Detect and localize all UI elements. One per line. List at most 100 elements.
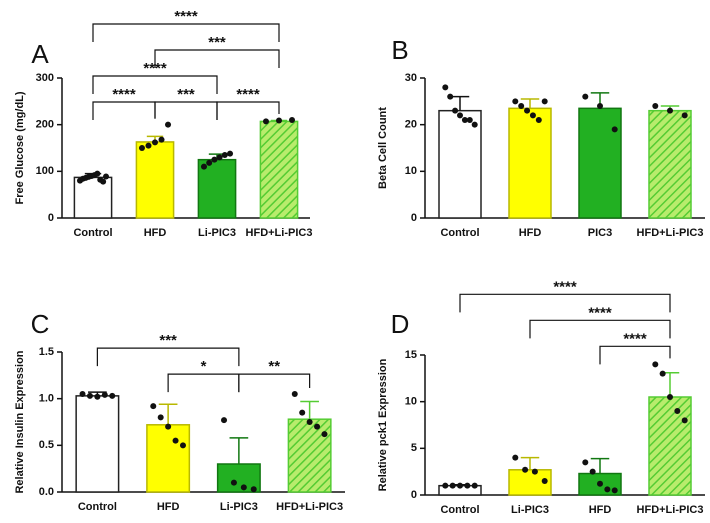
- data-point: [604, 486, 611, 493]
- significance-label: ***: [208, 34, 226, 51]
- data-point: [109, 392, 116, 399]
- data-point: [471, 121, 478, 128]
- data-point: [471, 482, 478, 489]
- significance-bracket: [216, 101, 280, 120]
- significance-label: ****: [588, 304, 612, 321]
- data-point: [172, 437, 179, 444]
- data-point: [447, 93, 454, 100]
- y-tick-label: 20: [405, 119, 417, 131]
- data-point: [464, 482, 471, 489]
- y-tick-label: 1.5: [39, 346, 54, 358]
- data-point: [79, 391, 86, 397]
- bar: [287, 418, 332, 493]
- x-tick-label: Li-PIC3: [198, 227, 236, 239]
- x-tick-label: Control: [440, 504, 479, 516]
- significance-bracket: [92, 75, 218, 94]
- data-point: [216, 154, 223, 161]
- y-tick-label: 100: [36, 165, 54, 177]
- y-tick-label: 10: [405, 396, 417, 408]
- data-point: [531, 468, 538, 475]
- data-point: [276, 117, 282, 124]
- significance-bracket: [154, 101, 218, 120]
- x-tick-label: Control: [78, 501, 117, 513]
- data-point: [461, 117, 468, 123]
- data-point: [211, 156, 218, 163]
- data-point: [674, 408, 681, 414]
- data-point: [221, 417, 228, 424]
- y-tick-label: 300: [36, 72, 54, 84]
- data-point: [611, 126, 618, 133]
- bar: [259, 120, 299, 219]
- significance-bracket: [459, 293, 671, 313]
- significance-bracket: [599, 345, 671, 365]
- data-point: [529, 112, 536, 119]
- significance-label: ****: [236, 86, 260, 103]
- panel-label: A: [31, 39, 49, 69]
- x-tick-label: HFD+Li-PIC3: [246, 227, 313, 239]
- x-tick-label: HFD: [144, 227, 167, 239]
- data-point: [457, 112, 463, 119]
- data-point: [138, 145, 145, 151]
- x-tick-label: HFD: [589, 504, 612, 516]
- data-point: [289, 117, 296, 123]
- data-point: [449, 482, 456, 489]
- bar: [135, 141, 175, 219]
- x-tick-label: HFD+Li-PIC3: [637, 504, 704, 516]
- data-point: [306, 419, 313, 425]
- data-point: [589, 468, 596, 475]
- data-point: [150, 403, 157, 410]
- data-point: [230, 479, 237, 486]
- bar: [75, 395, 120, 493]
- data-point: [597, 103, 603, 109]
- significance-bracket: [92, 101, 156, 120]
- significance-label: *: [201, 358, 207, 375]
- significance-label: ****: [553, 278, 577, 295]
- data-point: [321, 431, 328, 438]
- data-point: [299, 409, 306, 416]
- x-tick-label: HFD: [157, 501, 180, 513]
- y-tick-label: 0.5: [39, 439, 54, 451]
- y-tick-label: 10: [405, 165, 417, 177]
- data-point: [652, 361, 659, 368]
- significance-label: ***: [159, 332, 177, 349]
- data-point: [103, 173, 110, 180]
- x-tick-label: HFD: [519, 227, 542, 239]
- significance-bracket: [238, 373, 311, 393]
- data-point: [240, 484, 247, 491]
- data-point: [165, 121, 172, 128]
- x-tick-label: HFD+Li-PIC3: [276, 501, 343, 513]
- y-tick-label: 1.0: [39, 393, 54, 405]
- data-point: [101, 391, 108, 398]
- data-point: [206, 159, 213, 166]
- significance-label: ****: [174, 8, 198, 25]
- data-point: [582, 459, 589, 466]
- y-tick-label: 5: [411, 442, 417, 454]
- y-tick-label: 200: [36, 119, 54, 131]
- y-axis-label: Beta Cell Count: [377, 107, 389, 189]
- y-tick-label: 0: [48, 212, 54, 224]
- bar: [146, 424, 191, 493]
- data-point: [535, 117, 542, 123]
- x-tick-label: Li-PIC3: [511, 504, 549, 516]
- data-point: [221, 152, 228, 158]
- x-tick-label: Control: [73, 227, 112, 239]
- x-tick-label: PIC3: [588, 227, 612, 239]
- data-point: [466, 117, 473, 123]
- data-point: [442, 482, 449, 489]
- data-point: [94, 393, 101, 400]
- x-tick-label: HFD+Li-PIC3: [637, 227, 704, 239]
- data-point: [158, 136, 165, 143]
- data-point: [152, 139, 158, 146]
- data-point: [262, 118, 269, 125]
- significance-bracket: [529, 319, 671, 339]
- y-axis-label: Relative Insulin Expression: [14, 350, 26, 493]
- data-point: [659, 370, 666, 377]
- data-point: [457, 482, 463, 489]
- significance-bracket: [154, 49, 280, 68]
- data-point: [165, 423, 172, 430]
- data-point: [291, 391, 298, 397]
- data-point: [86, 392, 93, 399]
- data-point: [227, 150, 234, 157]
- data-point: [667, 394, 673, 400]
- data-point: [200, 163, 207, 170]
